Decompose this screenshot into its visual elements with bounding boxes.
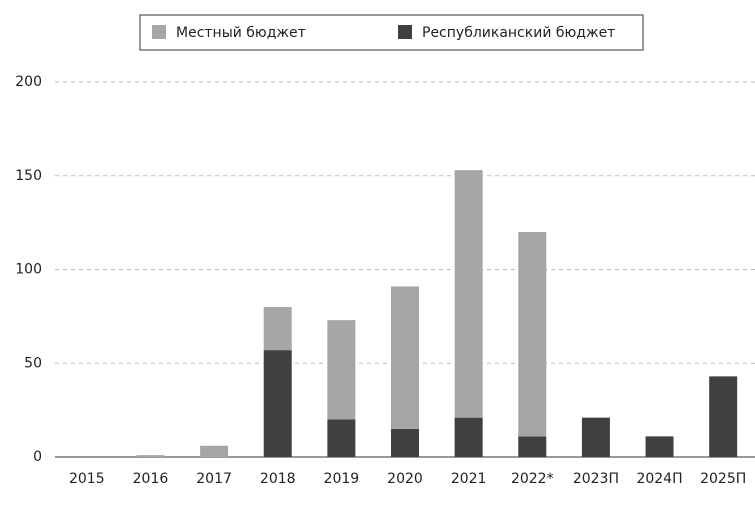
x-tick-label: 2024П: [636, 471, 682, 487]
x-tick-label: 2022*: [511, 471, 554, 487]
x-tick-label: 2018: [260, 471, 296, 487]
legend-label: Местный бюджет: [176, 25, 306, 41]
x-tick-label: 2020: [387, 471, 423, 487]
x-tick-label: 2017: [196, 471, 232, 487]
legend-box: [139, 14, 644, 51]
x-tick-label: 2025П: [700, 471, 746, 487]
legend-swatch: [398, 25, 412, 39]
bar-segment: [518, 436, 547, 457]
y-tick-label: 0: [33, 449, 42, 465]
bar-segment: [391, 428, 419, 457]
y-tick-label: 200: [15, 74, 42, 90]
bar-segment: [263, 350, 292, 457]
bar-segment: [200, 445, 229, 457]
y-tick-label: 100: [15, 262, 42, 278]
legend-swatch: [152, 25, 166, 39]
x-tick-label: 2019: [324, 471, 360, 487]
bar-segment: [645, 436, 674, 457]
x-tick-label: 2023П: [573, 471, 619, 487]
x-tick-label: 2015: [69, 471, 105, 487]
y-tick-label: 150: [15, 168, 42, 184]
bar-segment: [454, 170, 483, 418]
bar-segment: [391, 286, 419, 429]
bar-segment: [454, 417, 483, 457]
bar-segment: [136, 455, 165, 457]
bar-segment: [327, 320, 356, 420]
bar-segment: [263, 307, 292, 351]
bar-segment: [518, 232, 547, 437]
x-tick-label: 2021: [451, 471, 487, 487]
bar-segment: [709, 376, 738, 457]
legend-label: Республиканский бюджет: [422, 25, 615, 41]
x-tick-label: 2016: [133, 471, 169, 487]
bar-segment: [327, 419, 356, 457]
bar-segment: [581, 417, 610, 457]
y-tick-label: 50: [24, 355, 42, 371]
